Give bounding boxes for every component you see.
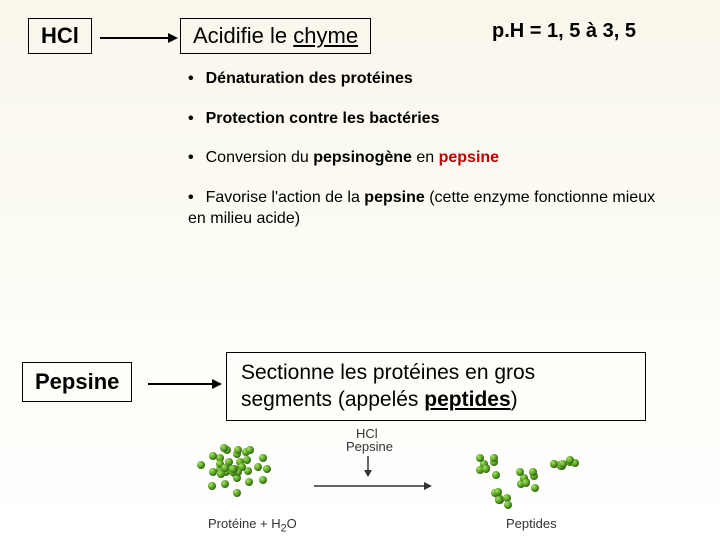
section-suffix: ) — [511, 388, 518, 411]
acidifie-box: Acidifie le chyme — [180, 18, 371, 54]
hcl-label: HCl — [41, 23, 79, 48]
ph-label: p.H = 1, 5 à 3, 5 — [492, 20, 636, 43]
acidifie-prefix: Acidifie le — [193, 23, 293, 48]
protein-diagram: HCl Pepsine Protéine + H2O Peptides — [186, 428, 606, 530]
diag-peptides-label: Peptides — [506, 516, 557, 531]
diag-pepsine-label: Pepsine — [346, 439, 393, 454]
bullet-list: Dénaturation des protéines Protection co… — [188, 68, 658, 248]
peptides-word: peptides — [424, 388, 510, 411]
pepsine-label: Pepsine — [35, 369, 119, 394]
bullet-3: Conversion du pepsinogène en pepsine — [188, 147, 658, 169]
section-box: Sectionne les protéines en gros segments… — [226, 352, 646, 421]
pepsine-box: Pepsine — [22, 362, 132, 402]
arrow-hcl-to-acidifie — [100, 30, 180, 46]
bullet-2: Protection contre les bactéries — [188, 108, 658, 130]
diag-arrow-down — [362, 456, 374, 478]
hcl-box: HCl — [28, 18, 92, 54]
diag-proteine-label: Protéine + H2O — [208, 516, 297, 535]
arrow-pepsine-to-section — [148, 376, 226, 392]
bullet-4: Favorise l'action de la pepsine (cette e… — [188, 187, 658, 230]
chyme-word: chyme — [293, 23, 358, 48]
bullet-1: Dénaturation des protéines — [188, 68, 658, 90]
diag-arrow-right — [314, 480, 434, 492]
